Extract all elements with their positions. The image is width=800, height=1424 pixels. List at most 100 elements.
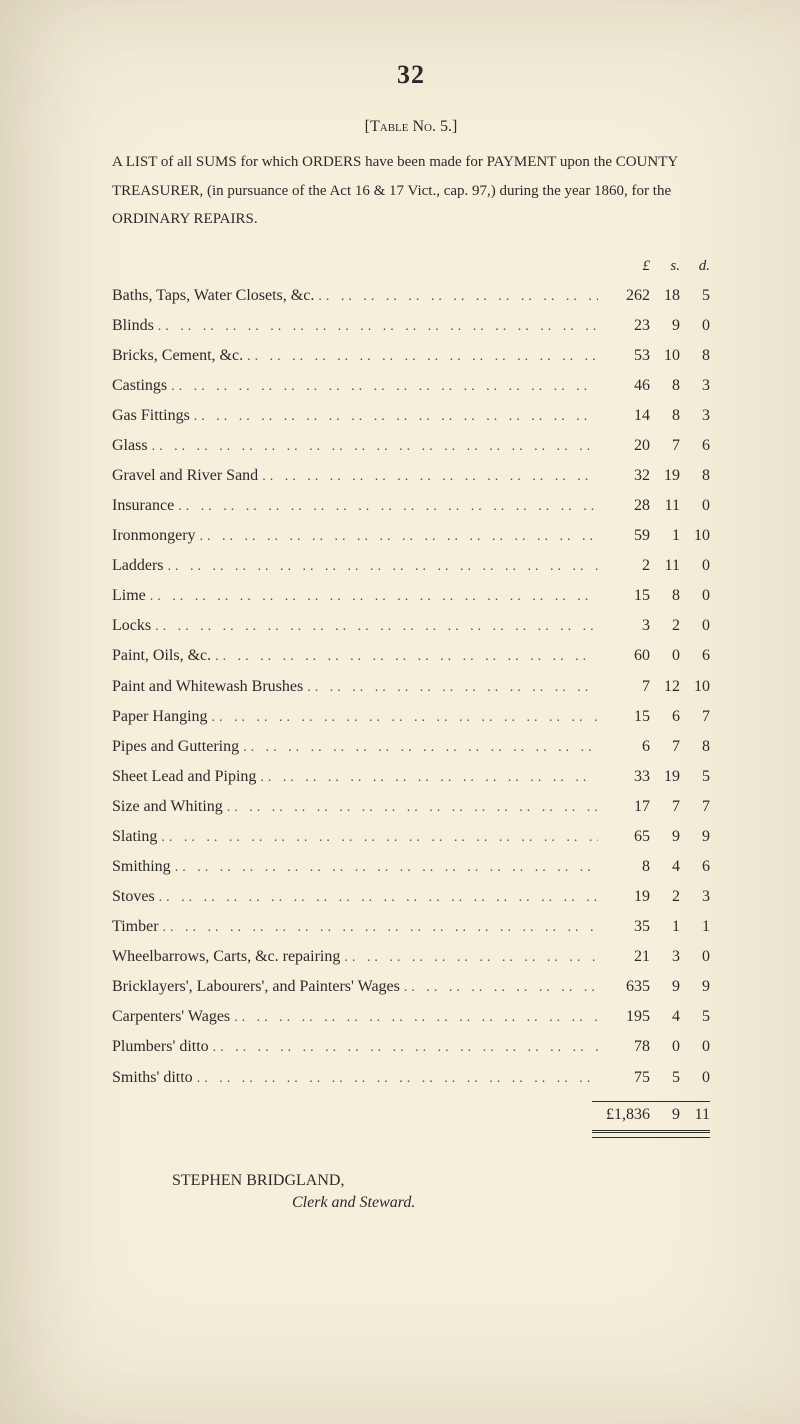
amount-shillings: 11 (650, 551, 680, 581)
amount-pounds: 33 (598, 762, 650, 792)
leader-dots: .. .. .. .. .. .. .. .. .. .. .. .. .. .… (151, 614, 598, 640)
row-amount: 32198 (598, 461, 710, 491)
amount-pounds: 19 (598, 882, 650, 912)
amount-shillings: 8 (650, 581, 680, 611)
amount-pence: 1 (680, 912, 710, 942)
row-amount: 1483 (598, 401, 710, 431)
list-heading: A LIST of all SUMS for which ORDERS have… (112, 148, 710, 234)
amount-pounds: 7 (598, 672, 650, 702)
row-amount: 71210 (598, 672, 710, 702)
amount-pence: 7 (680, 702, 710, 732)
amount-pounds: 59 (598, 521, 650, 551)
row-label: Wheelbarrows, Carts, &c. repairing (112, 942, 340, 972)
leader-dots: .. .. .. .. .. .. .. .. .. .. .. .. .. .… (157, 825, 598, 851)
amount-pounds: 65 (598, 822, 650, 852)
amount-pence: 0 (680, 551, 710, 581)
amount-pence: 3 (680, 882, 710, 912)
table-label: [Table No. 5.] (112, 118, 710, 136)
signatory-name: STEPHEN BRIDGLAND, (112, 1172, 710, 1190)
ledger-row: Carpenters' Wages .. .. .. .. .. .. .. .… (112, 1002, 710, 1032)
total-shillings: 9 (650, 1106, 680, 1124)
row-label: Bricklayers', Labourers', and Painters' … (112, 972, 400, 1002)
amount-pence: 8 (680, 341, 710, 371)
heading-text: A LIST of all SUMS for which ORDERS have… (112, 154, 678, 227)
total-row: £1,836 9 11 (112, 1106, 710, 1124)
ledger-row: Blinds .. .. .. .. .. .. .. .. .. .. .. … (112, 311, 710, 341)
amount-pence: 3 (680, 401, 710, 431)
row-amount: 7800 (598, 1032, 710, 1062)
amount-shillings: 9 (650, 972, 680, 1002)
row-label: Baths, Taps, Water Closets, &c. (112, 281, 314, 311)
amount-pounds: 2 (598, 551, 650, 581)
ledger-row: Insurance .. .. .. .. .. .. .. .. .. .. … (112, 491, 710, 521)
leader-dots: .. .. .. .. .. .. .. .. .. .. .. .. .. .… (159, 915, 598, 941)
amount-pence: 0 (680, 1063, 710, 1093)
row-amount: 846 (598, 852, 710, 882)
row-amount: 262185 (598, 281, 710, 311)
signatory-role: Clerk and Steward. (112, 1194, 710, 1212)
ledger-row: Glass .. .. .. .. .. .. .. .. .. .. .. .… (112, 431, 710, 461)
amount-shillings: 5 (650, 1063, 680, 1093)
ledger-row: Bricks, Cement, &c. .. .. .. .. .. .. ..… (112, 341, 710, 371)
amount-shillings: 11 (650, 491, 680, 521)
row-label: Slating (112, 822, 157, 852)
row-label: Ladders (112, 551, 164, 581)
leader-dots: .. .. .. .. .. .. .. .. .. .. .. .. .. .… (303, 675, 598, 701)
row-amount: 19545 (598, 1002, 710, 1032)
ledger-row: Paint, Oils, &c. .. .. .. .. .. .. .. ..… (112, 641, 710, 671)
amount-pounds: 635 (598, 972, 650, 1002)
amount-pence: 10 (680, 521, 710, 551)
amount-pence: 5 (680, 281, 710, 311)
amount-pounds: 3 (598, 611, 650, 641)
ledger-row: Sheet Lead and Piping .. .. .. .. .. .. … (112, 762, 710, 792)
amount-pounds: 262 (598, 281, 650, 311)
ledger-table: £ s. d. Baths, Taps, Water Closets, &c. … (112, 258, 710, 1138)
ledger-row: Castings .. .. .. .. .. .. .. .. .. .. .… (112, 371, 710, 401)
row-amount: 33195 (598, 762, 710, 792)
leader-dots: .. .. .. .. .. .. .. .. .. .. .. .. .. .… (230, 1005, 598, 1031)
amount-pence: 0 (680, 1032, 710, 1062)
row-label: Timber (112, 912, 159, 942)
row-amount: 1567 (598, 702, 710, 732)
row-label: Paper Hanging (112, 702, 208, 732)
amount-pence: 9 (680, 822, 710, 852)
leader-dots: .. .. .. .. .. .. .. .. .. .. .. .. .. .… (174, 494, 598, 520)
row-amount: 6599 (598, 822, 710, 852)
leader-dots: .. .. .. .. .. .. .. .. .. .. .. .. .. .… (256, 765, 598, 791)
row-label: Stoves (112, 882, 155, 912)
amount-shillings: 9 (650, 311, 680, 341)
row-amount: 2390 (598, 311, 710, 341)
row-amount: 28110 (598, 491, 710, 521)
row-amount: 3511 (598, 912, 710, 942)
row-amount: 59110 (598, 521, 710, 551)
col-header-pounds: £ (598, 258, 650, 275)
leader-dots: .. .. .. .. .. .. .. .. .. .. .. .. .. .… (400, 975, 598, 1001)
amount-shillings: 12 (650, 672, 680, 702)
currency-column-headers: £ s. d. (112, 258, 710, 275)
amount-shillings: 6 (650, 702, 680, 732)
row-amount: 2110 (598, 551, 710, 581)
row-label: Insurance (112, 491, 174, 521)
amount-pounds: 46 (598, 371, 650, 401)
row-amount: 63599 (598, 972, 710, 1002)
row-amount: 678 (598, 732, 710, 762)
total-pence: 11 (680, 1106, 710, 1124)
row-label: Size and Whiting (112, 792, 223, 822)
leader-dots: .. .. .. .. .. .. .. .. .. .. .. .. .. .… (314, 284, 598, 310)
row-amount: 7550 (598, 1063, 710, 1093)
row-label: Smithing (112, 852, 171, 882)
leader-dots: .. .. .. .. .. .. .. .. .. .. .. .. .. .… (146, 584, 598, 610)
row-amount: 4683 (598, 371, 710, 401)
amount-pounds: 15 (598, 581, 650, 611)
amount-shillings: 1 (650, 521, 680, 551)
ledger-row: Ladders .. .. .. .. .. .. .. .. .. .. ..… (112, 551, 710, 581)
amount-pounds: 75 (598, 1063, 650, 1093)
leader-dots: .. .. .. .. .. .. .. .. .. .. .. .. .. .… (208, 705, 598, 731)
amount-pounds: 21 (598, 942, 650, 972)
total-double-rule (592, 1130, 710, 1138)
amount-pence: 10 (680, 672, 710, 702)
amount-shillings: 7 (650, 732, 680, 762)
amount-shillings: 0 (650, 1032, 680, 1062)
row-label: Paint and Whitewash Brushes (112, 672, 303, 702)
leader-dots: .. .. .. .. .. .. .. .. .. .. .. .. .. .… (340, 945, 598, 971)
